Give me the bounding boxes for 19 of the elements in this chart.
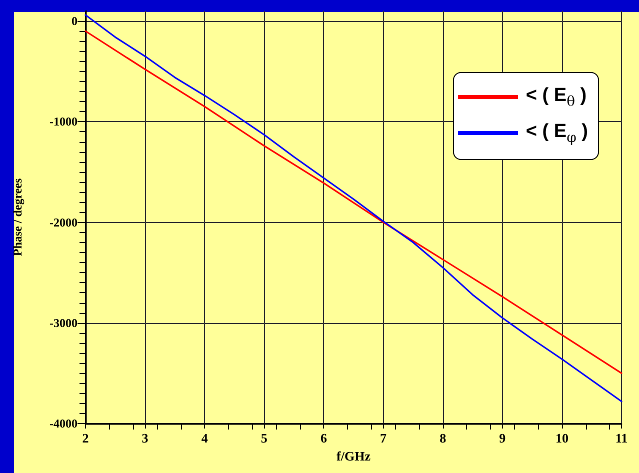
x-axis-title: f/GHz [336, 448, 371, 464]
x-tick-label: 5 [260, 430, 268, 446]
x-tick-label: 6 [320, 430, 328, 446]
x-tick-label: 4 [201, 430, 208, 446]
y-tick-label: -2000 [50, 215, 78, 230]
x-tick-label: 3 [142, 430, 149, 446]
x-tick-label: 10 [555, 430, 568, 446]
legend-label: < ( E$_{φ}$ ) [526, 120, 588, 146]
y-tick-label: -4000 [50, 416, 78, 430]
x-tick-label: 11 [615, 430, 628, 446]
x-tick-label: 2 [82, 430, 89, 446]
y-tick-label: -3000 [50, 316, 78, 330]
y-axis-title: Phase / degrees [10, 178, 24, 256]
x-tick-label: 9 [499, 430, 506, 446]
x-tick-label: 7 [380, 430, 388, 446]
y-tick-label: 0 [72, 14, 78, 28]
y-tick-label: -1000 [50, 114, 78, 129]
x-tick-label: 8 [440, 430, 447, 446]
legend-label: < ( E$_{θ}$ ) [526, 84, 587, 110]
